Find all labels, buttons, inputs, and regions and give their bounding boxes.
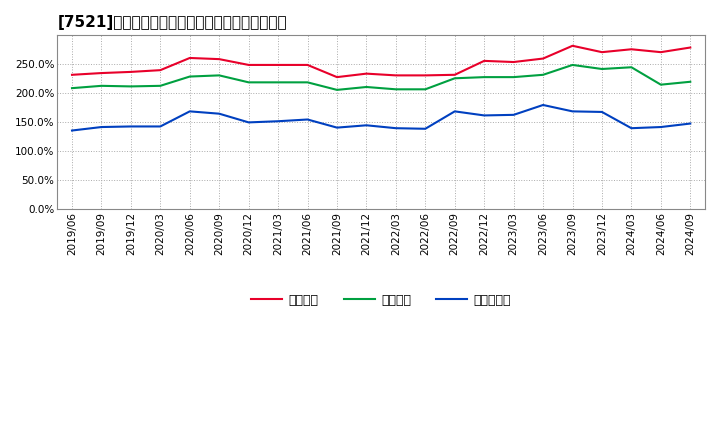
当座比率 [186,74,194,79]
流動比率 [127,69,135,74]
当座比率 [598,66,606,72]
当座比率 [333,87,341,92]
当座比率 [539,72,547,77]
当座比率 [451,76,459,81]
当座比率 [686,79,695,84]
流動比率 [186,55,194,61]
当座比率 [657,82,665,87]
現頒金比率 [244,120,253,125]
流動比率 [274,62,282,68]
流動比率 [333,74,341,80]
当座比率 [244,80,253,85]
流動比率 [480,58,488,63]
現頒金比率 [509,112,518,117]
現頒金比率 [421,126,430,132]
当座比率 [303,80,312,85]
Line: 流動比率: 流動比率 [72,46,690,77]
現頒金比率 [480,113,488,118]
流動比率 [244,62,253,68]
現頒金比率 [657,125,665,130]
当座比率 [127,84,135,89]
流動比率 [627,47,636,52]
現頒金比率 [127,124,135,129]
現頒金比率 [68,128,76,133]
当座比率 [68,85,76,91]
当座比率 [392,87,400,92]
現頒金比率 [362,123,371,128]
流動比率 [509,59,518,65]
Line: 現頒金比率: 現頒金比率 [72,105,690,131]
流動比率 [392,73,400,78]
当座比率 [362,84,371,90]
現頒金比率 [333,125,341,130]
流動比率 [421,73,430,78]
流動比率 [686,45,695,50]
流動比率 [568,43,577,48]
現頒金比率 [568,109,577,114]
流動比率 [362,71,371,76]
流動比率 [97,70,106,76]
当座比率 [156,83,165,88]
Text: [7521]　流動比率、当座比率、現預金比率の推移: [7521] 流動比率、当座比率、現預金比率の推移 [58,15,287,30]
当座比率 [421,87,430,92]
現頒金比率 [303,117,312,122]
現頒金比率 [215,111,223,116]
流動比率 [598,50,606,55]
流動比率 [539,56,547,61]
現頒金比率 [598,109,606,114]
現頒金比率 [156,124,165,129]
現頒金比率 [392,125,400,131]
当座比率 [274,80,282,85]
流動比率 [657,50,665,55]
現頒金比率 [186,109,194,114]
当座比率 [215,73,223,78]
当座比率 [568,62,577,68]
流動比率 [156,67,165,73]
流動比率 [215,56,223,62]
現頒金比率 [539,103,547,108]
Line: 当座比率: 当座比率 [72,65,690,90]
現頒金比率 [686,121,695,126]
当座比率 [480,74,488,80]
当座比率 [509,74,518,80]
現頒金比率 [97,125,106,130]
現頒金比率 [627,125,636,131]
現頒金比率 [274,119,282,124]
現頒金比率 [451,109,459,114]
流動比率 [303,62,312,68]
流動比率 [68,72,76,77]
Legend: 流動比率, 当座比率, 現頒金比率: 流動比率, 当座比率, 現頒金比率 [246,289,516,312]
当座比率 [97,83,106,88]
当座比率 [627,65,636,70]
流動比率 [451,72,459,77]
